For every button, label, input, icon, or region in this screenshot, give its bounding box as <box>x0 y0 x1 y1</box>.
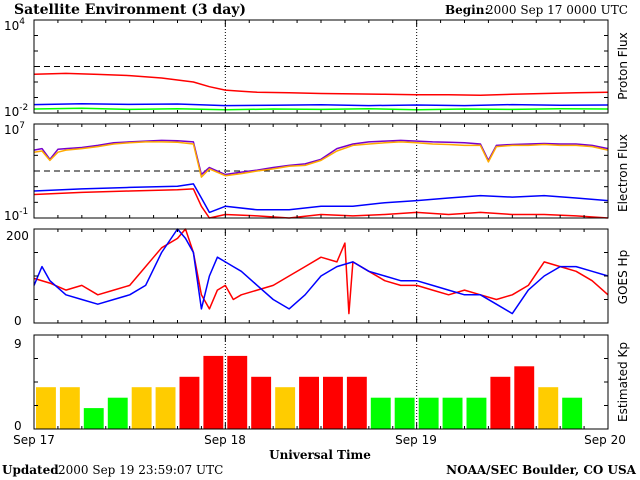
kp-bar-3 <box>83 408 104 429</box>
electron-frame <box>33 123 609 219</box>
xtick-sep20: Sep 20 <box>584 433 626 447</box>
kp-bar-1 <box>36 387 56 429</box>
kp-bar-11 <box>275 387 296 429</box>
kp-bar-9 <box>227 355 248 429</box>
electron-y-bottom-label: 10-1 <box>4 207 28 223</box>
estimated-kp-ylabel: Estimated Kp <box>616 342 630 422</box>
electron-series-2 <box>33 141 609 178</box>
goes-hp-ylabel: GOES Hp <box>616 250 630 304</box>
kp-bar-17 <box>418 397 439 429</box>
kp-bar-2 <box>59 387 80 429</box>
kp-bar-15 <box>370 397 391 429</box>
kp-bar-12 <box>299 376 319 429</box>
updated-value: 2000 Sep 19 23:59:07 UTC <box>58 463 223 477</box>
goes-ytick-top: 200 <box>6 229 29 243</box>
kp-bar-8 <box>203 355 224 429</box>
x-axis-label: Universal Time <box>269 448 371 462</box>
electron-flux-ylabel: Electron Flux <box>616 134 630 212</box>
xtick-sep19: Sep 19 <box>395 433 437 447</box>
kp-bar-18 <box>442 397 463 429</box>
proton-frame <box>33 19 609 114</box>
goes-ytick-bottom: 0 <box>14 314 22 328</box>
kp-bar-5 <box>131 387 152 429</box>
xtick-sep18: Sep 18 <box>204 433 246 447</box>
electron-ytick-top-exp: 7 <box>19 121 25 131</box>
begin-label: Begin: <box>445 3 489 17</box>
kp-bar-14 <box>346 376 367 429</box>
kp-bar-7 <box>179 376 200 429</box>
proton-series-2 <box>33 102 609 107</box>
kp-bar-19 <box>466 397 487 429</box>
proton-ytick-top-base: 10 <box>4 19 19 33</box>
svg-text:104: 104 <box>4 17 25 33</box>
electron-series-4 <box>33 188 609 219</box>
electron-ytick-bottom-exp: -1 <box>19 207 28 217</box>
chart-title: Satellite Environment (3 day) <box>14 2 246 18</box>
proton-y-bottom-label: 10-2 <box>4 103 28 119</box>
electron-series-3 <box>33 183 609 214</box>
kp-panel <box>33 334 609 430</box>
svg-text:107: 107 <box>4 121 25 137</box>
kp-bar-13 <box>323 376 343 429</box>
kp-bar-16 <box>394 397 415 429</box>
kp-bar-6 <box>155 387 176 429</box>
kp-ytick-bottom: 0 <box>14 419 22 433</box>
electron-y-top-label: 107 <box>4 121 25 137</box>
kp-bar-4 <box>107 397 128 429</box>
kp-bar-10 <box>251 376 272 429</box>
electron-series-1 <box>33 139 609 176</box>
xtick-sep17: Sep 17 <box>13 433 55 447</box>
goes_hp-panel <box>33 228 609 324</box>
source-credit: NOAA/SEC Boulder, CO USA <box>446 463 637 477</box>
kp-bar-20 <box>490 376 511 429</box>
proton-panel <box>33 19 609 114</box>
svg-text:10-1: 10-1 <box>4 207 28 223</box>
kp-bar-21 <box>514 366 535 429</box>
proton-ytick-bottom-exp: -2 <box>19 103 28 113</box>
goes_hp-series-1 <box>33 228 609 315</box>
svg-text:10-2: 10-2 <box>4 103 28 119</box>
proton-series-3 <box>33 107 609 111</box>
updated-label: Updated <box>2 463 59 477</box>
kp-ytick-top: 9 <box>14 337 22 351</box>
proton-y-top-label: 104 <box>4 17 25 33</box>
proton-ytick-top-exp: 4 <box>19 17 25 27</box>
electron-ytick-bottom-base: 10 <box>4 209 19 223</box>
electron-ytick-top-base: 10 <box>4 123 19 137</box>
kp-bar-23 <box>562 397 583 429</box>
proton-flux-ylabel: Proton Flux <box>616 32 630 99</box>
proton-ytick-bottom-base: 10 <box>4 105 19 119</box>
kp-bar-22 <box>538 387 559 429</box>
electron-panel <box>33 123 609 219</box>
goes_hp-series-2 <box>33 228 609 315</box>
proton-series-1 <box>33 72 609 96</box>
begin-value: 2000 Sep 17 0000 UTC <box>486 3 628 17</box>
